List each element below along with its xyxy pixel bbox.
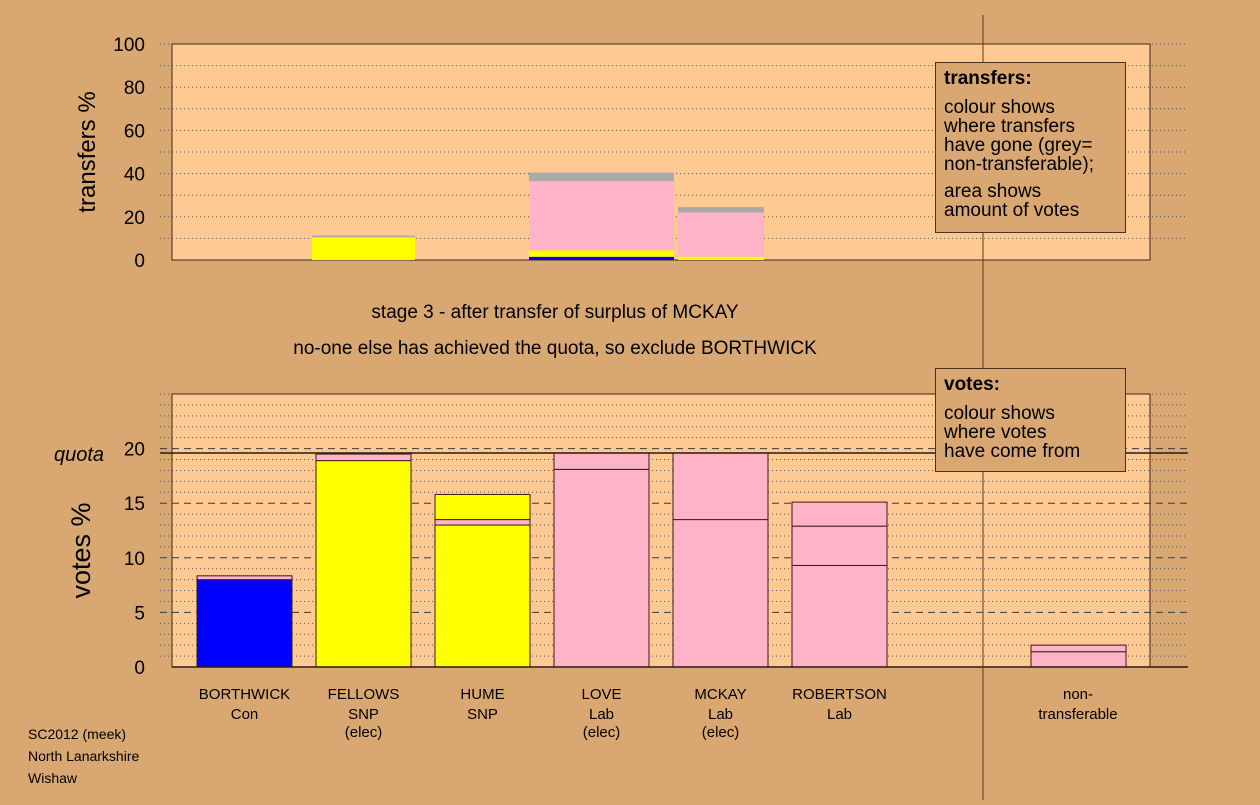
transfers-legend: transfers: colour shows where transfers …	[935, 62, 1126, 233]
transfer-bar-segment	[312, 237, 415, 260]
vote-bar-segment	[672, 452, 769, 521]
votes-tick-label: 10	[124, 549, 145, 570]
votes-tick-label: 0	[134, 658, 145, 679]
candidate-name: MCKAY	[694, 686, 746, 703]
transfer-bar-segment	[678, 207, 764, 213]
transfers-tick-label: 80	[124, 78, 145, 99]
transfer-bar-segment	[312, 235, 415, 238]
transfer-bar-segment	[529, 181, 674, 251]
votes-tick-label: 20	[124, 440, 145, 461]
non-transferable-label: transferable	[1038, 706, 1117, 723]
votes-legend-line: colour shows	[944, 403, 1055, 424]
vote-bar-segment	[434, 524, 531, 668]
candidate-party: Lab	[708, 706, 733, 723]
transfers-legend-line: area shows	[944, 181, 1042, 202]
vote-bar-segment	[553, 452, 650, 470]
footer-line: Wishaw	[28, 770, 78, 786]
vote-bar-segment	[791, 501, 888, 527]
transfers-tick-label: 100	[113, 35, 145, 56]
vote-bar-segment	[196, 575, 293, 581]
transfers-legend-line: non-transferable);	[944, 154, 1094, 175]
candidate-party: SNP	[348, 706, 379, 723]
vote-bar-segment	[791, 564, 888, 668]
transfers-tick-label: 40	[124, 165, 145, 186]
non-transferable-label: non-	[1063, 686, 1093, 703]
vote-bar-segment	[672, 519, 769, 668]
candidate-party: SNP	[467, 706, 498, 723]
vote-bar-segment	[791, 525, 888, 566]
transfers-tick-label: 60	[124, 121, 145, 142]
footer-line: SC2012 (meek)	[28, 726, 127, 742]
transfer-bar-segment	[529, 172, 674, 182]
transfer-bar-segment	[529, 256, 674, 260]
candidate-name: LOVE	[581, 686, 621, 703]
transfers-legend-line: have gone (grey=	[944, 135, 1093, 156]
votes-tick-label: 5	[134, 603, 145, 624]
candidate-party: Lab	[589, 706, 614, 723]
transfer-bar-segment	[678, 212, 764, 257]
stage-text: stage 3 - after transfer of surplus of M…	[371, 302, 739, 323]
votes-legend: votes: colour shows where votes have com…	[935, 368, 1126, 472]
transfers-legend-line: where transfers	[944, 116, 1075, 137]
candidate-name: HUME	[460, 686, 504, 703]
votes-legend-title: votes:	[944, 374, 1000, 395]
vote-bar-segment	[315, 453, 412, 462]
non-transferable-bar-segment	[1030, 651, 1127, 668]
votes-legend-line: where votes	[944, 422, 1047, 443]
transfer-bar-segment	[529, 250, 674, 257]
candidate-status: (elec)	[583, 724, 621, 741]
candidate-status: (elec)	[702, 724, 740, 741]
candidate-name: FELLOWS	[328, 686, 400, 703]
quota-label: quota	[54, 444, 104, 466]
transfers-legend-line: colour shows	[944, 97, 1055, 118]
candidate-status: (elec)	[345, 724, 383, 741]
vote-bar-segment	[434, 493, 531, 521]
transfers-axis-label: transfers %	[74, 91, 101, 212]
candidate-name: BORTHWICK	[199, 686, 290, 703]
decision-text: no-one else has achieved the quota, so e…	[293, 338, 817, 359]
votes-axis-label: votes %	[66, 502, 96, 598]
votes-tick-label: 15	[124, 494, 145, 515]
transfers-tick-label: 20	[124, 208, 145, 229]
vote-bar-segment	[434, 519, 531, 526]
vote-bar-segment	[315, 460, 412, 668]
footer-line: North Lanarkshire	[28, 748, 140, 764]
transfers-tick-label: 0	[134, 251, 145, 272]
vote-bar-segment	[196, 579, 293, 668]
transfers-legend-title: transfers:	[944, 68, 1032, 89]
transfers-legend-line: amount of votes	[944, 200, 1080, 221]
candidate-party: Con	[231, 706, 259, 723]
transfer-bar-segment	[678, 256, 764, 260]
candidate-name: ROBERTSON	[792, 686, 887, 703]
candidate-party: Lab	[827, 706, 852, 723]
votes-legend-line: have come from	[944, 441, 1081, 462]
non-transferable-bar-segment	[1030, 644, 1127, 653]
vote-bar-segment	[553, 468, 650, 668]
